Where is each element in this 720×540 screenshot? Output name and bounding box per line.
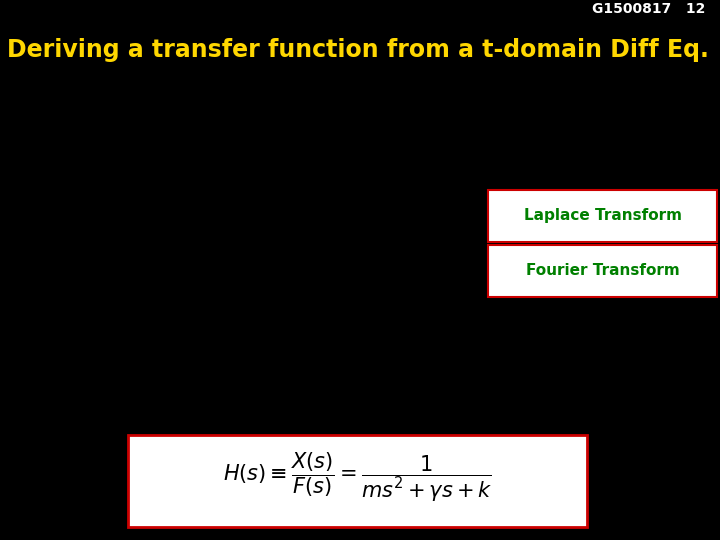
Text: $H(s) \equiv \dfrac{X(s)}{F(s)} = \dfrac{1}{ms^2 + \gamma s + k}$: $H(s) \equiv \dfrac{X(s)}{F(s)} = \dfrac… [222,450,492,503]
FancyBboxPatch shape [488,190,717,242]
Text: □ It is easy to convert from an ODE to a transfer function: □ It is easy to convert from an ODE to a… [8,155,590,173]
Text: $\dfrac{d}{dt} \Longrightarrow s$: $\dfrac{d}{dt} \Longrightarrow s$ [198,188,272,231]
Text: $ms^2 X(s) = -kX(s) - \gamma s X(s) + F(s)$: $ms^2 X(s) = -kX(s) - \gamma s X(s) + F(… [199,409,521,435]
Text: Deriving a transfer function from a t-domain Diff Eq.: Deriving a transfer function from a t-do… [7,38,709,62]
Text: □ In many cases, an LTI system can be described: □ In many cases, an LTI system can be de… [8,92,503,110]
Text: □ e.g. Forced oscillation of a damped oscillator: □ e.g. Forced oscillation of a damped os… [8,330,487,348]
Text: $m\ddot{x}(t) = -kx(t) - \gamma\dot{x}(t) + F(t)$: $m\ddot{x}(t) = -kx(t) - \gamma\dot{x}(t… [222,364,498,390]
Text: by a linear ODE: by a linear ODE [8,125,189,143]
Text: $\Longrightarrow i\omega = i2\pi f$: $\Longrightarrow i\omega = i2\pi f$ [194,262,325,282]
FancyBboxPatch shape [488,245,717,297]
Text: Fourier Transform: Fourier Transform [526,264,680,279]
Text: Laplace Transform: Laplace Transform [523,208,682,224]
FancyBboxPatch shape [128,435,587,527]
Text: G1500817   12: G1500817 12 [593,2,706,16]
